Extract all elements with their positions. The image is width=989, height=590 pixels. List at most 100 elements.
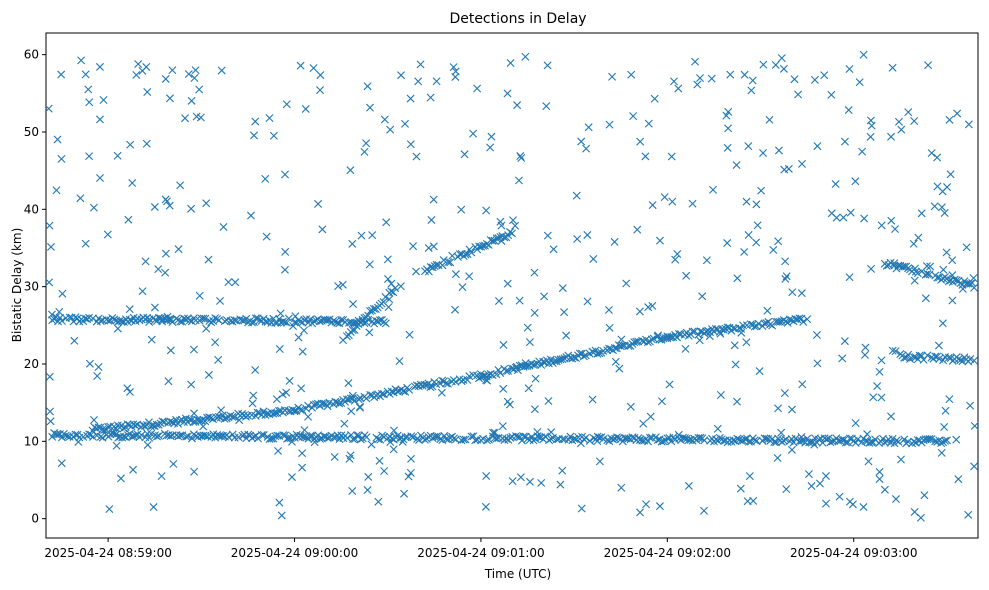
detection-point (350, 325, 359, 334)
detection-point (572, 191, 581, 200)
detection-point (747, 86, 756, 95)
detection-point (439, 256, 448, 265)
detection-point (389, 445, 398, 454)
detection-point (896, 455, 905, 464)
detection-point (362, 433, 371, 442)
detection-point (788, 405, 797, 414)
detection-point (921, 294, 930, 303)
detection-point (867, 121, 876, 130)
detection-point (595, 349, 604, 358)
detection-point (281, 170, 289, 179)
detection-point (869, 393, 878, 402)
detection-point (81, 70, 90, 79)
detection-point (457, 436, 466, 445)
detection-point (748, 76, 757, 85)
detection-point (822, 499, 830, 508)
detection-point (154, 431, 163, 440)
detection-point (397, 71, 406, 80)
detection-point (482, 471, 491, 480)
detection-point (204, 255, 213, 264)
detection-point (298, 463, 307, 472)
detection-point (742, 338, 751, 347)
detection-point (698, 292, 707, 301)
detection-point (48, 432, 57, 441)
detection-point (300, 426, 309, 435)
detection-point (635, 307, 644, 316)
detection-point (205, 413, 214, 422)
detection-point (387, 279, 396, 288)
detection-point (781, 257, 790, 266)
detection-point (437, 388, 446, 397)
detection-point (741, 435, 750, 444)
detection-point (733, 434, 742, 443)
detection-point (633, 225, 642, 234)
detection-point (840, 137, 849, 146)
detection-point (432, 77, 441, 86)
detection-point (910, 507, 919, 516)
detection-point (939, 265, 948, 274)
detection-point (164, 431, 173, 440)
detection-point (810, 440, 819, 449)
detection-point (897, 125, 906, 134)
detection-point (104, 316, 113, 325)
detection-point (46, 417, 55, 426)
detection-point (153, 432, 162, 441)
detection-point (777, 54, 786, 63)
detection-point (85, 359, 94, 368)
detection-point (451, 305, 460, 314)
detection-point (910, 116, 919, 125)
detection-point (610, 237, 619, 246)
detection-point (554, 435, 563, 444)
detection-point (499, 384, 508, 393)
detection-point (124, 215, 133, 224)
detection-point (201, 314, 210, 323)
detection-point (165, 94, 174, 103)
detection-point (161, 268, 170, 277)
detection-point (285, 376, 294, 385)
detection-point (558, 466, 567, 475)
detection-point (732, 161, 741, 170)
detection-point (923, 351, 932, 360)
detection-point (681, 344, 690, 353)
detection-point (774, 146, 783, 155)
detection-point (150, 202, 159, 211)
detection-point (190, 409, 199, 418)
detection-point (96, 432, 105, 441)
detection-point (488, 236, 497, 245)
detection-point (525, 338, 534, 347)
detection-point (925, 435, 934, 444)
detection-point (57, 70, 66, 79)
detection-point (250, 131, 258, 140)
detection-point (970, 356, 979, 365)
detection-point (242, 412, 250, 421)
detection-point (45, 372, 54, 381)
detection-point (702, 256, 711, 265)
detection-point (492, 434, 501, 443)
detection-point (900, 435, 909, 444)
x-tick-label: 2025-04-24 09:00:00 (231, 546, 358, 560)
detection-point (713, 424, 722, 433)
detection-point (367, 440, 376, 449)
detection-point (204, 370, 213, 379)
detection-point (381, 319, 390, 328)
detection-point (407, 432, 416, 441)
detection-point (287, 437, 296, 446)
detection-point (362, 139, 371, 148)
detection-point (77, 56, 86, 65)
detection-point (940, 423, 949, 432)
detection-point (611, 357, 620, 366)
detection-point (671, 255, 680, 264)
detection-point (958, 284, 967, 293)
detection-point (45, 221, 54, 230)
detection-point (95, 115, 104, 124)
detection-point (482, 206, 491, 215)
detection-point (511, 221, 520, 230)
detection-point (180, 314, 189, 323)
detection-point (695, 336, 704, 345)
detection-point (143, 440, 152, 449)
detection-point (457, 205, 466, 214)
detection-point (438, 261, 447, 270)
detection-point (916, 513, 925, 522)
detection-point (752, 238, 761, 247)
detection-point (691, 57, 700, 66)
